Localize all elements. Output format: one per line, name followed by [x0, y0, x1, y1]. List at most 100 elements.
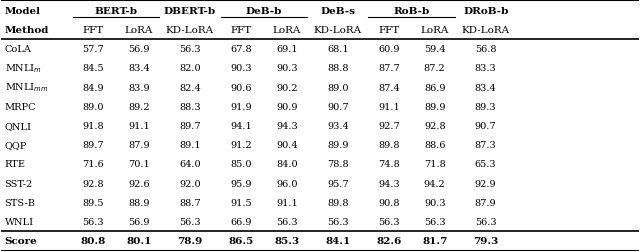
- Text: KD-LoRA: KD-LoRA: [314, 26, 362, 35]
- Text: 92.8: 92.8: [83, 179, 104, 188]
- Text: 86.5: 86.5: [228, 237, 253, 245]
- Text: 70.1: 70.1: [128, 160, 150, 169]
- Text: 91.9: 91.9: [230, 102, 252, 111]
- Text: 89.0: 89.0: [83, 102, 104, 111]
- Text: 89.9: 89.9: [424, 102, 445, 111]
- Text: 84.5: 84.5: [83, 64, 104, 73]
- Text: KD-LoRA: KD-LoRA: [166, 26, 214, 35]
- Text: QNLI: QNLI: [4, 121, 31, 131]
- Text: 89.2: 89.2: [128, 102, 150, 111]
- Text: 67.8: 67.8: [230, 45, 252, 54]
- Text: 85.3: 85.3: [275, 237, 300, 245]
- Text: DeB-s: DeB-s: [321, 7, 355, 15]
- Text: 80.1: 80.1: [126, 237, 152, 245]
- Text: SST-2: SST-2: [4, 179, 33, 188]
- Text: 95.9: 95.9: [230, 179, 252, 188]
- Text: 90.7: 90.7: [475, 121, 497, 131]
- Text: 92.8: 92.8: [424, 121, 445, 131]
- Text: FFT: FFT: [378, 26, 399, 35]
- Text: Model: Model: [4, 7, 40, 15]
- Text: RTE: RTE: [4, 160, 26, 169]
- Text: 56.3: 56.3: [179, 217, 201, 226]
- Text: 88.3: 88.3: [179, 102, 201, 111]
- Text: 82.0: 82.0: [179, 64, 201, 73]
- Text: 82.6: 82.6: [376, 237, 401, 245]
- Text: 56.3: 56.3: [276, 217, 298, 226]
- Text: 78.8: 78.8: [327, 160, 349, 169]
- Text: 90.2: 90.2: [276, 83, 298, 92]
- Text: 89.1: 89.1: [179, 141, 201, 150]
- Text: 89.8: 89.8: [378, 141, 399, 150]
- Text: 90.6: 90.6: [230, 83, 252, 92]
- Text: 92.7: 92.7: [378, 121, 400, 131]
- Text: 83.3: 83.3: [475, 64, 497, 73]
- Text: 89.5: 89.5: [83, 198, 104, 207]
- Text: 81.7: 81.7: [422, 237, 447, 245]
- Text: 80.8: 80.8: [81, 237, 106, 245]
- Text: 91.1: 91.1: [276, 198, 298, 207]
- Text: 83.4: 83.4: [475, 83, 497, 92]
- Text: 68.1: 68.1: [327, 45, 349, 54]
- Text: 66.9: 66.9: [230, 217, 252, 226]
- Text: FFT: FFT: [83, 26, 104, 35]
- Text: 56.3: 56.3: [327, 217, 349, 226]
- Text: 74.8: 74.8: [378, 160, 400, 169]
- Text: 84.9: 84.9: [83, 83, 104, 92]
- Text: 57.7: 57.7: [83, 45, 104, 54]
- Text: DRoB-b: DRoB-b: [463, 7, 508, 15]
- Text: 56.3: 56.3: [83, 217, 104, 226]
- Text: 94.2: 94.2: [424, 179, 445, 188]
- Text: 95.7: 95.7: [327, 179, 349, 188]
- Text: 83.4: 83.4: [128, 64, 150, 73]
- Text: 87.4: 87.4: [378, 83, 400, 92]
- Text: 90.8: 90.8: [378, 198, 399, 207]
- Text: MNLI$_m$: MNLI$_m$: [4, 62, 42, 75]
- Text: Method: Method: [4, 26, 49, 35]
- Text: MNLI$_{mm}$: MNLI$_{mm}$: [4, 81, 48, 94]
- Text: 90.7: 90.7: [327, 102, 349, 111]
- Text: LoRA: LoRA: [125, 26, 153, 35]
- Text: 89.7: 89.7: [83, 141, 104, 150]
- Text: 88.8: 88.8: [327, 64, 349, 73]
- Text: 60.9: 60.9: [378, 45, 399, 54]
- Text: 87.9: 87.9: [128, 141, 150, 150]
- Text: 96.0: 96.0: [276, 179, 298, 188]
- Text: 64.0: 64.0: [179, 160, 201, 169]
- Text: 56.3: 56.3: [378, 217, 399, 226]
- Text: Score: Score: [4, 237, 37, 245]
- Text: 56.3: 56.3: [475, 217, 497, 226]
- Text: 69.1: 69.1: [276, 45, 298, 54]
- Text: DeB-b: DeB-b: [246, 7, 282, 15]
- Text: 90.3: 90.3: [424, 198, 445, 207]
- Text: 84.0: 84.0: [276, 160, 298, 169]
- Text: LoRA: LoRA: [420, 26, 449, 35]
- Text: 89.3: 89.3: [475, 102, 497, 111]
- Text: QQP: QQP: [4, 141, 27, 150]
- Text: CoLA: CoLA: [4, 45, 31, 54]
- Text: 90.4: 90.4: [276, 141, 298, 150]
- Text: 56.9: 56.9: [128, 45, 150, 54]
- Text: STS-B: STS-B: [4, 198, 36, 207]
- Text: 89.0: 89.0: [327, 83, 349, 92]
- Text: BERT-b: BERT-b: [95, 7, 138, 15]
- Text: 90.3: 90.3: [230, 64, 252, 73]
- Text: RoB-b: RoB-b: [394, 7, 430, 15]
- Text: 94.1: 94.1: [230, 121, 252, 131]
- Text: MRPC: MRPC: [4, 102, 36, 111]
- Text: 89.7: 89.7: [179, 121, 201, 131]
- Text: KD-LoRA: KD-LoRA: [461, 26, 509, 35]
- Text: 91.8: 91.8: [83, 121, 104, 131]
- Text: 92.0: 92.0: [179, 179, 201, 188]
- Text: 89.9: 89.9: [327, 141, 349, 150]
- Text: 78.9: 78.9: [177, 237, 203, 245]
- Text: 94.3: 94.3: [378, 179, 400, 188]
- Text: 88.6: 88.6: [424, 141, 445, 150]
- Text: 91.1: 91.1: [128, 121, 150, 131]
- Text: 93.4: 93.4: [327, 121, 349, 131]
- Text: 84.1: 84.1: [325, 237, 351, 245]
- Text: 89.8: 89.8: [327, 198, 349, 207]
- Text: 91.5: 91.5: [230, 198, 252, 207]
- Text: 79.3: 79.3: [473, 237, 499, 245]
- Text: 83.9: 83.9: [128, 83, 150, 92]
- Text: 92.9: 92.9: [475, 179, 497, 188]
